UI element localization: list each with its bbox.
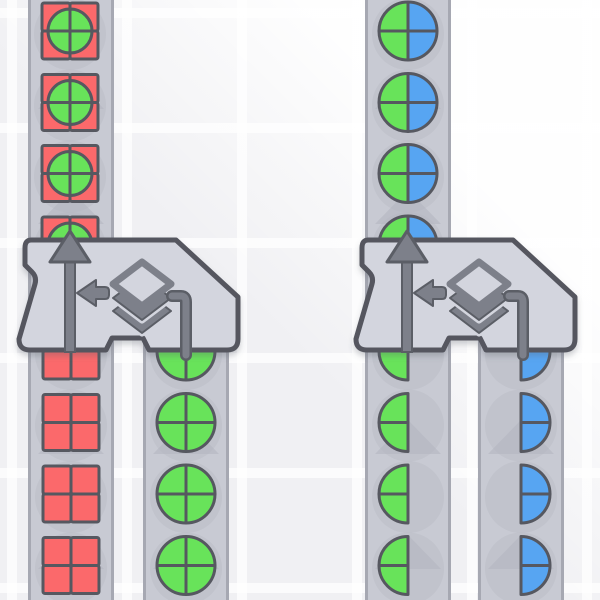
up-arrow-shaft — [64, 257, 76, 353]
up-arrow-icon — [385, 229, 429, 264]
stacker-machine-right[interactable] — [353, 229, 578, 361]
left-arrow-icon — [413, 279, 447, 307]
stacker-machine-left[interactable] — [16, 229, 241, 361]
item-blue-half-circle-right — [519, 535, 552, 596]
item-red-square — [41, 393, 101, 452]
item-green-half-circle-left — [377, 463, 410, 525]
up-arrow-icon — [48, 229, 92, 264]
item-green-circle — [155, 535, 217, 596]
item-green-blue-circle — [377, 72, 439, 133]
left-arrow-icon — [76, 279, 110, 307]
stacker-layers-icon — [109, 258, 175, 310]
input-pipe-icon — [505, 292, 527, 359]
item-green-blue-circle — [377, 143, 439, 204]
belt-arrow-up-icon — [375, 190, 441, 224]
item-green-circle — [155, 392, 217, 453]
item-red-square — [41, 464, 101, 524]
item-green-half-circle-left — [377, 535, 410, 596]
item-stacked-red-square-green-circle — [40, 73, 100, 132]
stacker-layers-icon — [446, 258, 512, 310]
up-arrow-shaft — [401, 257, 413, 353]
item-red-square — [41, 536, 101, 595]
item-stacked-red-square-green-circle — [40, 144, 100, 203]
item-green-blue-circle — [377, 0, 439, 62]
item-green-circle — [155, 463, 217, 525]
item-green-half-circle-left — [377, 392, 410, 453]
item-stacked-red-square-green-circle — [40, 1, 100, 61]
input-pipe-icon — [168, 292, 190, 359]
item-blue-half-circle-right — [519, 463, 552, 525]
item-blue-half-circle-right — [519, 392, 552, 453]
